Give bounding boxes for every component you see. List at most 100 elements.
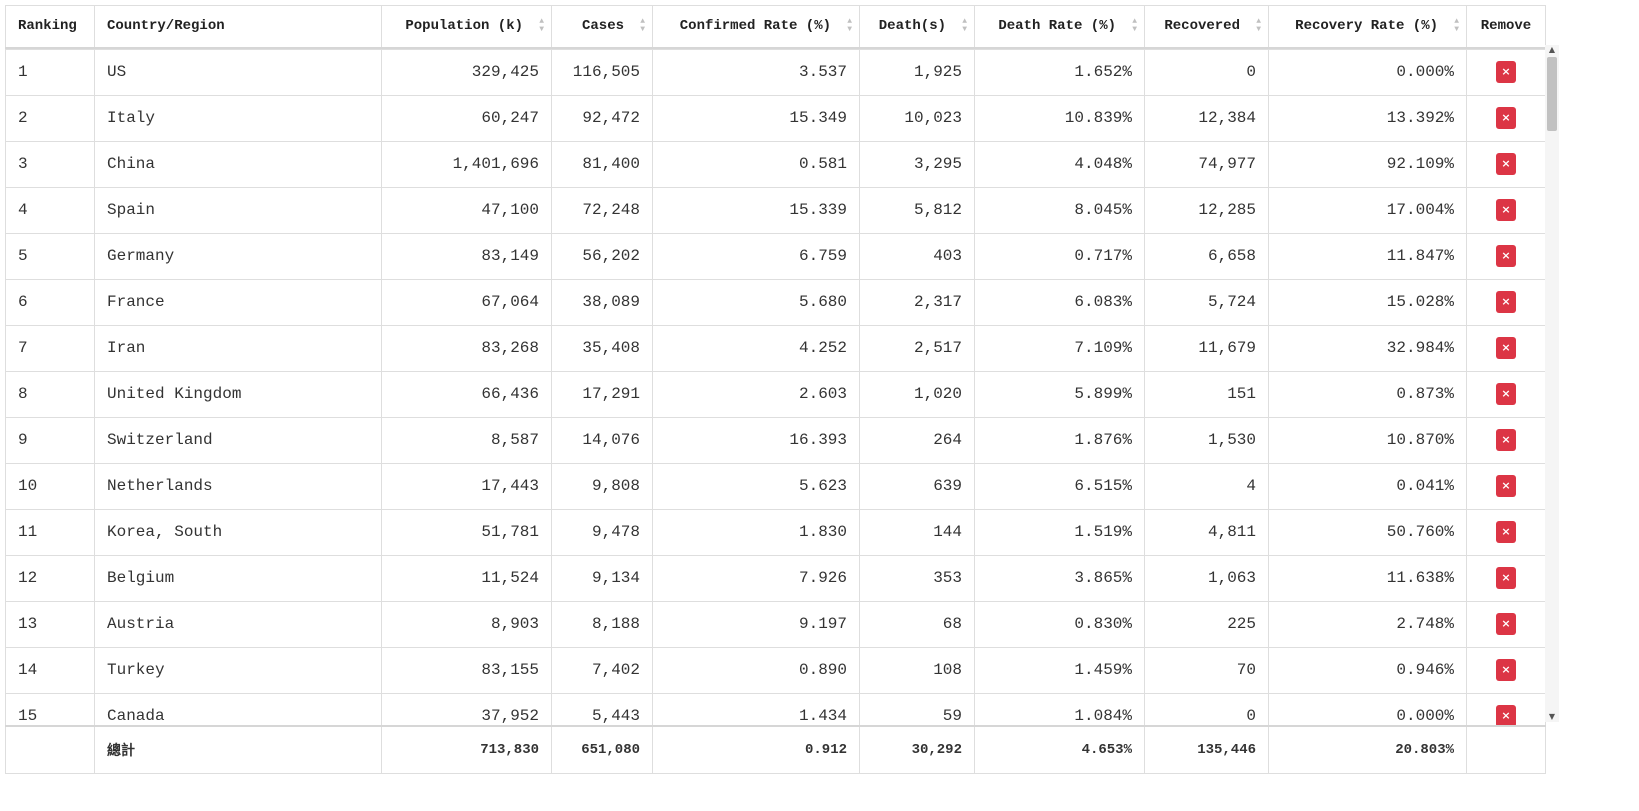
cell-confirmed_rate: 1.434 <box>652 692 860 725</box>
table-row: 6 France 67,064 38,089 5.680 2,317 6.083% 5,724… <box>5 278 1546 326</box>
total-cases: 651,080 <box>551 724 653 774</box>
column-header-label: Confirmed Rate (%) <box>679 18 831 35</box>
cell-population: 66,436 <box>381 370 552 418</box>
sort-arrows-icon[interactable]: ▲ ▼ <box>847 17 852 35</box>
sort-arrows-icon[interactable]: ▲ ▼ <box>640 17 645 35</box>
remove-row-button[interactable]: × <box>1496 245 1516 267</box>
sort-arrows-icon[interactable]: ▲ ▼ <box>1454 17 1459 35</box>
cell-recovery_rate: 0.946% <box>1268 646 1467 694</box>
cell-population: 83,268 <box>381 324 552 372</box>
table-header: Ranking Country/Region Population (k) ▲ ▼ Cas… <box>5 5 1546 49</box>
cell-confirmed_rate: 5.680 <box>652 278 860 326</box>
cell-recovered: 70 <box>1144 646 1269 694</box>
cell-country: Belgium <box>94 554 382 602</box>
cell-recovery_rate: 0.000% <box>1268 692 1467 725</box>
scrollbar-thumb[interactable] <box>1547 57 1557 131</box>
remove-row-button[interactable]: × <box>1496 383 1516 405</box>
cell-country: Austria <box>94 600 382 648</box>
cell-remove: × <box>1466 370 1546 418</box>
remove-row-button[interactable]: × <box>1496 153 1516 175</box>
cell-death_rate: 4.048% <box>974 140 1145 188</box>
cell-recovery_rate: 32.984% <box>1268 324 1467 372</box>
scroll-up-arrow-icon[interactable]: ▲ <box>1548 45 1556 54</box>
cell-deaths: 68 <box>859 600 975 648</box>
cell-cases: 9,478 <box>551 508 653 556</box>
sort-arrows-icon[interactable]: ▲ ▼ <box>1132 17 1137 35</box>
cell-remove: × <box>1466 94 1546 142</box>
cell-confirmed_rate: 0.890 <box>652 646 860 694</box>
vertical-scrollbar[interactable]: ▲ ▼ <box>1545 45 1559 722</box>
remove-row-button[interactable]: × <box>1496 475 1516 497</box>
cell-deaths: 1,020 <box>859 370 975 418</box>
cell-deaths: 639 <box>859 462 975 510</box>
remove-row-button[interactable]: × <box>1496 337 1516 359</box>
table-row: 11 Korea, South 51,781 9,478 1.830 144 1.519% 4… <box>5 508 1546 556</box>
remove-row-button[interactable]: × <box>1496 705 1516 725</box>
scroll-down-arrow-icon[interactable]: ▼ <box>1548 712 1556 721</box>
cell-death_rate: 10.839% <box>974 94 1145 142</box>
cell-cases: 5,443 <box>551 692 653 725</box>
remove-row-button[interactable]: × <box>1496 567 1516 589</box>
total-death_rate: 4.653% <box>974 724 1145 774</box>
cell-confirmed_rate: 4.252 <box>652 324 860 372</box>
column-header-remove: Remove <box>1466 5 1546 49</box>
cell-death_rate: 6.515% <box>974 462 1145 510</box>
cell-country: Netherlands <box>94 462 382 510</box>
cell-remove: × <box>1466 462 1546 510</box>
cell-confirmed_rate: 15.339 <box>652 186 860 234</box>
cell-cases: 38,089 <box>551 278 653 326</box>
cell-ranking: 5 <box>5 232 95 280</box>
sort-arrows-icon[interactable]: ▲ ▼ <box>1256 17 1261 35</box>
cell-recovery_rate: 92.109% <box>1268 140 1467 188</box>
cell-population: 8,587 <box>381 416 552 464</box>
remove-row-button[interactable]: × <box>1496 659 1516 681</box>
column-header-confirmed_rate[interactable]: Confirmed Rate (%) ▲ ▼ <box>652 5 860 49</box>
cell-ranking: 1 <box>5 48 95 96</box>
cell-death_rate: 3.865% <box>974 554 1145 602</box>
column-header-death_rate[interactable]: Death Rate (%) ▲ ▼ <box>974 5 1145 49</box>
table-body-scroll[interactable]: 1 US 329,425 116,505 3.537 1,925 1.652% 0 0.000%… <box>5 48 1555 725</box>
cell-confirmed_rate: 7.926 <box>652 554 860 602</box>
cell-cases: 56,202 <box>551 232 653 280</box>
sort-arrows-icon[interactable]: ▲ ▼ <box>962 17 967 35</box>
remove-row-button[interactable]: × <box>1496 521 1516 543</box>
cell-recovery_rate: 2.748% <box>1268 600 1467 648</box>
cell-recovery_rate: 15.028% <box>1268 278 1467 326</box>
cell-population: 67,064 <box>381 278 552 326</box>
cell-death_rate: 6.083% <box>974 278 1145 326</box>
column-header-recovered[interactable]: Recovered ▲ ▼ <box>1144 5 1269 49</box>
cell-cases: 17,291 <box>551 370 653 418</box>
cell-recovery_rate: 0.041% <box>1268 462 1467 510</box>
sort-arrows-icon[interactable]: ▲ ▼ <box>539 17 544 35</box>
remove-row-button[interactable]: × <box>1496 429 1516 451</box>
cell-remove: × <box>1466 692 1546 725</box>
cell-country: France <box>94 278 382 326</box>
table-row: 13 Austria 8,903 8,188 9.197 68 0.830% 225 2.748… <box>5 600 1546 648</box>
column-header-recovery_rate[interactable]: Recovery Rate (%) ▲ ▼ <box>1268 5 1467 49</box>
cell-country: Switzerland <box>94 416 382 464</box>
column-header-label: Population (k) <box>405 18 523 35</box>
cell-deaths: 353 <box>859 554 975 602</box>
cell-cases: 7,402 <box>551 646 653 694</box>
table-row: 5 Germany 83,149 56,202 6.759 403 0.717% 6,658 1… <box>5 232 1546 280</box>
remove-row-button[interactable]: × <box>1496 291 1516 313</box>
column-header-population[interactable]: Population (k) ▲ ▼ <box>381 5 552 49</box>
column-header-cases[interactable]: Cases ▲ ▼ <box>551 5 653 49</box>
cell-remove: × <box>1466 186 1546 234</box>
table-row: 4 Spain 47,100 72,248 15.339 5,812 8.045% 12,28… <box>5 186 1546 234</box>
table-row: 8 United Kingdom 66,436 17,291 2.603 1,020 5.8… <box>5 370 1546 418</box>
remove-row-button[interactable]: × <box>1496 199 1516 221</box>
cell-cases: 116,505 <box>551 48 653 96</box>
cell-confirmed_rate: 5.623 <box>652 462 860 510</box>
cell-population: 47,100 <box>381 186 552 234</box>
column-header-deaths[interactable]: Death(s) ▲ ▼ <box>859 5 975 49</box>
remove-row-button[interactable]: × <box>1496 107 1516 129</box>
cell-remove: × <box>1466 600 1546 648</box>
totals-row: 總計 713,830 651,080 0.912 30,292 4.653% 135,446… <box>5 724 1546 774</box>
column-header-label: Death Rate (%) <box>998 18 1116 35</box>
cell-deaths: 10,023 <box>859 94 975 142</box>
cell-recovered: 0 <box>1144 48 1269 96</box>
remove-row-button[interactable]: × <box>1496 61 1516 83</box>
total-ranking <box>5 724 95 774</box>
remove-row-button[interactable]: × <box>1496 613 1516 635</box>
